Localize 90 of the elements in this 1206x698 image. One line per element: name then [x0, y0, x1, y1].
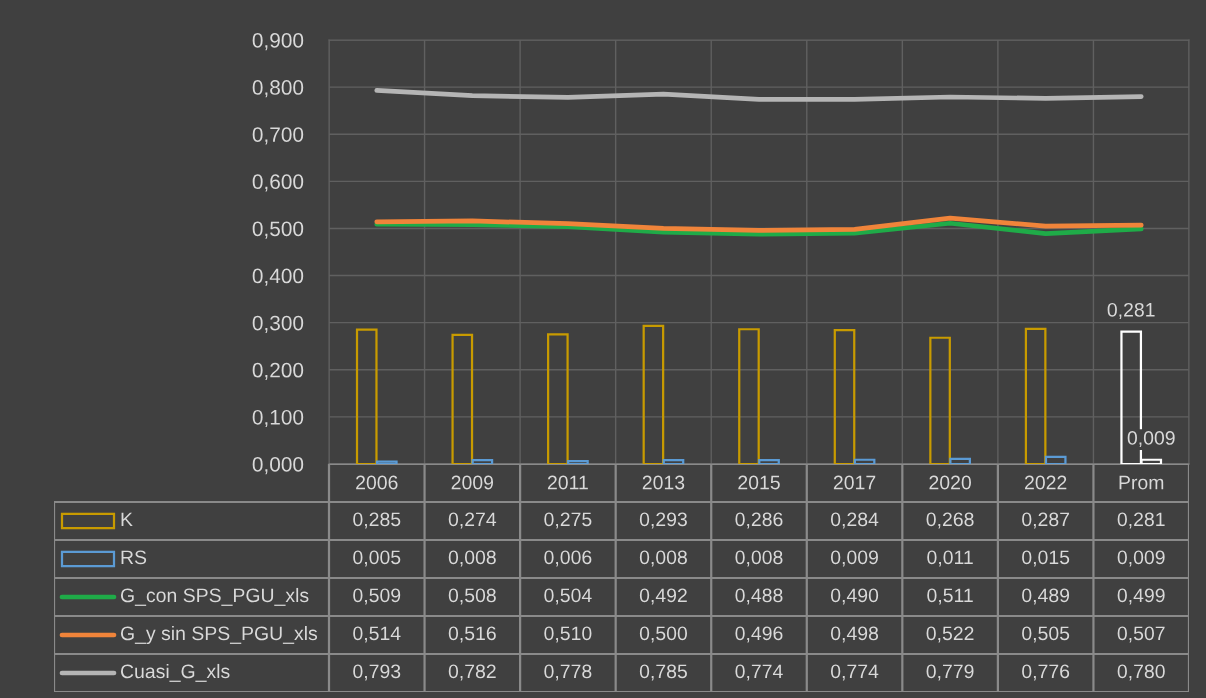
bar: [1044, 455, 1067, 464]
y-tick-label: 0,500: [252, 221, 304, 239]
data-label: 0,774: [830, 664, 879, 681]
data-label: 0,516: [448, 626, 496, 643]
data-label: 0,011: [927, 550, 973, 567]
y-tick-label: 0,400: [252, 268, 304, 286]
data-label: 0,508: [448, 588, 496, 605]
data-label: 0,293: [639, 512, 687, 529]
data-label: 0,509: [353, 588, 401, 605]
data-label: 0,268: [926, 512, 974, 529]
data-label: 0,782: [448, 664, 496, 681]
data-label: 0,779: [926, 664, 974, 681]
data-label: 0,505: [1022, 626, 1070, 643]
data-label: 0,507: [1117, 626, 1165, 643]
legend-label: K: [121, 512, 133, 527]
legend-label: Cuasi_G_xls: [120, 663, 230, 682]
data-label: 0,778: [544, 664, 592, 681]
x-tick-label: 2013: [642, 475, 685, 490]
data-label: 0,496: [735, 626, 783, 643]
y-tick-label: 0,600: [252, 174, 304, 192]
data-label: 0,286: [735, 512, 783, 529]
data-label: 0,005: [353, 550, 401, 567]
legend-label: RS: [121, 550, 147, 565]
bar: [547, 333, 569, 464]
line-series: [374, 88, 1144, 102]
y-tick-label: 0,700: [252, 127, 304, 145]
bar: [567, 460, 589, 464]
x-tick-label: 2017: [833, 475, 876, 490]
legend-label: G_y sin SPS_PGU_xls: [120, 625, 318, 645]
annotation: 0,009: [1127, 431, 1175, 448]
line-series: [374, 220, 1144, 237]
annotation: 0,281: [1107, 302, 1155, 319]
data-label: 0,504: [544, 588, 592, 605]
bar: [642, 324, 665, 464]
x-tick-label: 2020: [929, 475, 971, 490]
data-label: 0,500: [639, 626, 688, 643]
data-label: 0,522: [926, 626, 974, 643]
data-label: 0,008: [639, 550, 687, 567]
y-tick-label: 0,200: [252, 362, 304, 380]
x-tick-label: Prom: [1119, 475, 1164, 490]
bar: [738, 328, 760, 464]
data-label: 0,488: [735, 588, 783, 605]
bar: [355, 328, 378, 464]
x-tick-label: 2022: [1025, 475, 1067, 490]
bar: [929, 336, 951, 464]
data-label: 0,774: [735, 664, 783, 681]
data-label: 0,499: [1117, 588, 1165, 605]
y-tick-label: 0,900: [252, 33, 304, 51]
data-label: 0,281: [1117, 512, 1165, 529]
x-tick-label: 2009: [451, 475, 494, 490]
data-label: 0,492: [639, 588, 687, 605]
data-label: 0,489: [1022, 588, 1070, 605]
legend-label: G_con SPS_PGU_xls: [120, 587, 309, 606]
bar: [833, 329, 856, 464]
data-label: 0,510: [544, 626, 592, 643]
bar: [662, 459, 685, 464]
x-tick-label: 2006: [356, 475, 398, 490]
line-series: [374, 215, 1144, 233]
data-label: 0,776: [1022, 664, 1070, 681]
y-tick-label: 0,100: [252, 409, 304, 428]
data-label: 0,009: [830, 550, 878, 567]
y-tick-label: 0,800: [252, 80, 304, 98]
data-label: 0,284: [830, 512, 879, 529]
data-label: 0,514: [353, 626, 401, 643]
data-label: 0,511: [927, 588, 973, 605]
bar: [375, 460, 398, 464]
data-label: 0,285: [353, 512, 401, 529]
y-tick-label: 0,000: [252, 457, 304, 475]
data-label: 0,785: [639, 664, 687, 681]
bar: [451, 333, 474, 464]
data-label: 0,274: [448, 512, 497, 529]
data-label: 0,015: [1022, 550, 1070, 567]
data-label: 0,793: [353, 664, 401, 681]
y-tick-label: 0,300: [252, 315, 304, 333]
data-label: 0,275: [544, 512, 592, 529]
data-label: 0,780: [1117, 664, 1165, 681]
data-label: 0,498: [830, 626, 879, 643]
bar: [758, 459, 780, 464]
data-label: 0,008: [448, 550, 496, 567]
bar: [949, 457, 971, 464]
data-label: 0,009: [1117, 550, 1165, 567]
x-tick-label: 2015: [738, 475, 780, 490]
data-label: 0,287: [1022, 512, 1070, 529]
bar: [853, 458, 876, 464]
data-label: 0,006: [544, 550, 592, 567]
data-label: 0,008: [735, 550, 783, 567]
data-label: 0,490: [830, 588, 879, 605]
x-tick-label: 2011: [547, 475, 588, 490]
bar: [471, 459, 494, 464]
bar: [1024, 327, 1047, 464]
